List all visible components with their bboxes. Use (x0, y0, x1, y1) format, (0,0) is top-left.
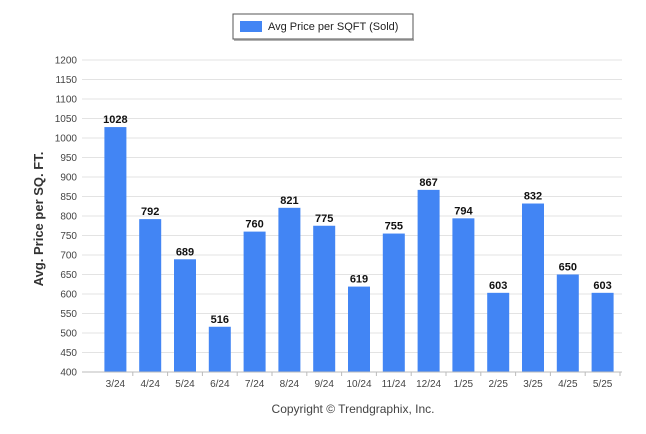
y-tick-label: 550 (60, 309, 77, 320)
data-label: 603 (489, 280, 507, 292)
x-tick-label: 4/24 (140, 379, 160, 390)
bars: 1028 792 689 516 760 821 775 619 755 867 794 603 832… (103, 114, 614, 372)
x-tick-label: 5/24 (175, 379, 195, 390)
y-tick-label: 750 (60, 231, 77, 242)
data-label: 760 (245, 219, 263, 231)
x-tick-label: 10/24 (346, 379, 371, 390)
bar (313, 225, 336, 372)
x-axis-ticks: 3/24 4/24 5/24 6/24 7/24 8/24 9/24 10/24 11/24 12… (106, 372, 621, 390)
x-tick-label: 3/24 (106, 379, 126, 390)
legend-swatch (240, 21, 262, 32)
x-tick-label: 12/24 (416, 379, 441, 390)
legend-box (232, 13, 414, 40)
y-tick-label: 1050 (55, 114, 78, 125)
bar (556, 274, 579, 372)
bar (382, 233, 405, 372)
data-label: 650 (559, 262, 577, 274)
bar (104, 127, 127, 372)
data-label: 619 (350, 274, 368, 286)
legend-label: Avg Price per SQFT (Sold) (268, 21, 398, 33)
bar (417, 189, 440, 372)
y-axis-ticks: 400 450 500 550 600 650 700 750 800 850 900 950 1000… (55, 56, 78, 379)
bar (243, 231, 266, 372)
y-tick-label: 900 (60, 173, 77, 184)
bar (278, 207, 301, 372)
data-label: 867 (419, 177, 437, 189)
y-tick-label: 1100 (55, 95, 77, 106)
y-tick-label: 800 (60, 212, 77, 223)
copyright-text: Copyright © Trendgraphix, Inc. (272, 402, 435, 416)
bar (487, 292, 510, 372)
y-tick-label: 1150 (55, 75, 77, 86)
y-tick-label: 500 (60, 329, 77, 340)
data-label: 516 (211, 314, 229, 326)
bar (174, 259, 196, 372)
x-tick-label: 2/25 (488, 379, 508, 390)
data-label: 1028 (103, 114, 127, 126)
x-tick-label: 7/24 (245, 379, 265, 390)
y-tick-label: 1200 (55, 56, 78, 67)
y-axis-title: Avg. Price per SQ. FT. (31, 152, 46, 287)
y-tick-label: 850 (60, 192, 77, 203)
x-tick-label: 9/24 (314, 379, 334, 390)
bar (522, 203, 544, 372)
bar (348, 286, 370, 372)
y-tick-label: 1000 (55, 134, 78, 145)
bar (591, 292, 614, 372)
data-label: 775 (315, 213, 333, 225)
x-tick-label: 4/25 (558, 379, 578, 390)
y-tick-label: 400 (60, 368, 77, 379)
bar (452, 218, 475, 372)
y-tick-label: 450 (60, 348, 77, 359)
data-label: 832 (524, 191, 542, 203)
y-tick-label: 950 (60, 153, 77, 164)
x-tick-label: 8/24 (280, 379, 300, 390)
data-label: 755 (385, 221, 403, 233)
x-tick-label: 1/25 (454, 379, 474, 390)
data-label: 689 (176, 246, 194, 258)
x-tick-label: 3/25 (523, 379, 543, 390)
legend: Avg Price per SQFT (Sold) (232, 13, 414, 41)
y-tick-label: 600 (60, 290, 77, 301)
data-label: 603 (593, 280, 611, 292)
bar (139, 219, 162, 372)
bar (208, 326, 231, 372)
x-tick-label: 5/25 (593, 379, 613, 390)
data-label: 792 (141, 206, 159, 218)
x-tick-label: 6/24 (210, 379, 230, 390)
y-tick-label: 650 (60, 270, 77, 281)
data-label: 794 (454, 205, 473, 217)
x-tick-label: 11/24 (382, 379, 407, 390)
y-tick-label: 700 (60, 251, 77, 262)
data-label: 821 (280, 195, 298, 207)
